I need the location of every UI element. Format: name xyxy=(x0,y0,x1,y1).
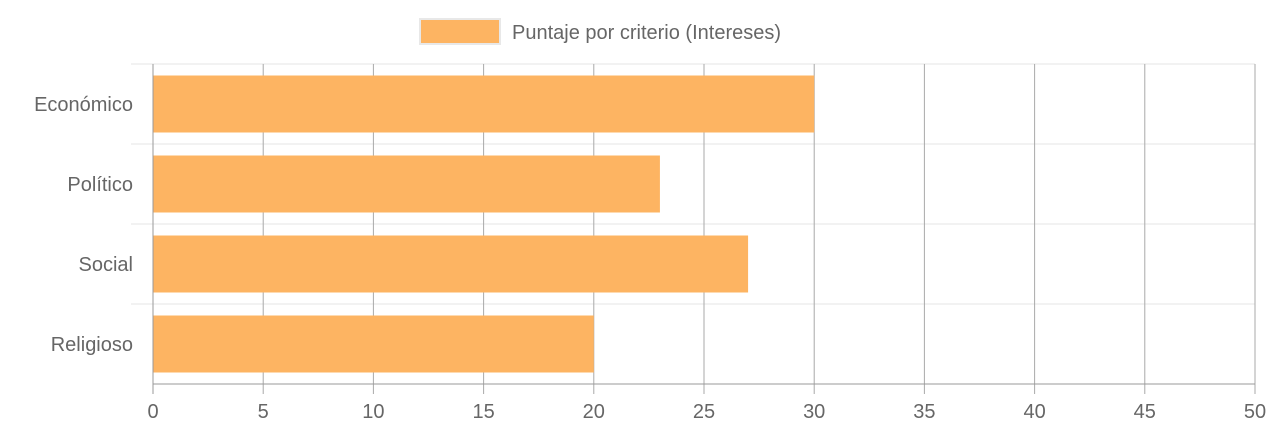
x-tick-label: 5 xyxy=(258,401,269,423)
x-tick-label: 50 xyxy=(1244,401,1266,423)
bars xyxy=(153,75,815,373)
x-tick-label: 20 xyxy=(583,401,605,423)
category-label: Político xyxy=(67,174,133,196)
category-label: Religioso xyxy=(51,334,133,356)
x-tick-label: 0 xyxy=(147,401,158,423)
x-tick-labels: 0 5 10 15 20 25 30 35 40 45 50 xyxy=(147,401,1266,423)
legend-label: Puntaje por criterio (Intereses) xyxy=(512,22,781,44)
x-tick-label: 30 xyxy=(803,401,825,423)
bar-religioso[interactable] xyxy=(153,315,594,373)
y-category-labels: Económico Político Social Religioso xyxy=(34,94,133,356)
bar-político[interactable] xyxy=(153,155,660,213)
category-label: Social xyxy=(79,254,133,276)
x-tick-label: 45 xyxy=(1134,401,1156,423)
legend-swatch xyxy=(419,18,501,45)
x-tick-label: 10 xyxy=(362,401,384,423)
x-tick-label: 25 xyxy=(693,401,715,423)
x-tick-label: 35 xyxy=(913,401,935,423)
legend[interactable]: Puntaje por criterio (Intereses) xyxy=(419,18,781,45)
x-tick-label: 15 xyxy=(472,401,494,423)
bar-económico[interactable] xyxy=(153,75,815,133)
bar-social[interactable] xyxy=(153,235,749,293)
category-label: Económico xyxy=(34,94,133,116)
axes xyxy=(152,64,1255,394)
x-tick-label: 40 xyxy=(1023,401,1045,423)
